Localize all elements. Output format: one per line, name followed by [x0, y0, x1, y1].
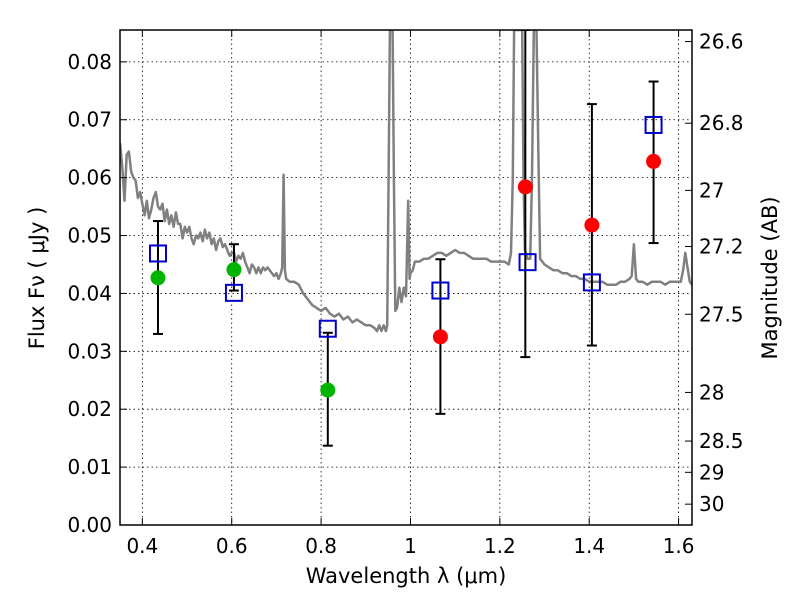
y-tick-label: 0.00	[67, 513, 112, 537]
y2-tick-label: 26.8	[699, 111, 744, 135]
spectrum-line	[120, 30, 692, 333]
y2-tick-label: 30	[699, 492, 724, 516]
x-tick-label: 0.4	[126, 534, 158, 558]
y2-tick-label: 26.6	[699, 30, 744, 54]
x-tick-label: 0.8	[305, 534, 337, 558]
green-data-point	[226, 262, 242, 278]
x-axis-label: Wavelength λ (μm)	[306, 564, 507, 588]
red-data-point	[646, 153, 662, 169]
red-data-point	[517, 179, 533, 195]
green-data-point	[150, 270, 166, 286]
y2-tick-label: 27.2	[699, 235, 744, 259]
x-tick-label: 1.2	[484, 534, 516, 558]
red-data-point	[584, 217, 600, 233]
axis-ticks: 0.4 0.6 0.8 1 1.2 1.4 1.6 0.00 0.01 0.02 0.03 0.04 0…	[67, 30, 743, 558]
y-tick-label: 0.08	[67, 50, 112, 74]
red-data-point	[432, 329, 448, 345]
model-flux-square	[644, 115, 663, 134]
x-tick-label: 1	[404, 534, 417, 558]
model-flux-square	[518, 253, 537, 272]
model-flux-square	[318, 319, 337, 338]
y2-tick-label: 28.5	[699, 429, 744, 453]
y2-tick-label: 27	[699, 178, 724, 202]
y-axis-label: Flux Fν ( μJy )	[25, 207, 49, 350]
y2-tick-label: 29	[699, 460, 724, 484]
model-flux-square	[431, 281, 450, 300]
x-tick-label: 1.4	[573, 534, 605, 558]
y2-tick-label: 27.5	[699, 302, 744, 326]
x-tick-label: 1.6	[663, 534, 695, 558]
y-tick-label: 0.06	[67, 166, 112, 190]
secondary-y-axis-label: Magnitude (AB)	[758, 196, 782, 359]
y-tick-label: 0.07	[67, 108, 112, 132]
y-tick-label: 0.04	[67, 281, 112, 305]
model-flux-square	[582, 273, 601, 292]
green-data-point	[320, 382, 336, 398]
y-tick-label: 0.01	[67, 455, 112, 479]
model-flux-square	[224, 283, 243, 302]
plot-area	[120, 30, 692, 447]
y-tick-label: 0.05	[67, 224, 112, 248]
model-flux-square	[148, 244, 167, 263]
y-tick-label: 0.03	[67, 339, 112, 363]
y2-tick-label: 28	[699, 380, 724, 404]
grid-lines	[120, 30, 692, 526]
x-tick-label: 0.6	[216, 534, 248, 558]
plot-frame	[119, 29, 693, 526]
y-tick-label: 0.02	[67, 397, 112, 421]
